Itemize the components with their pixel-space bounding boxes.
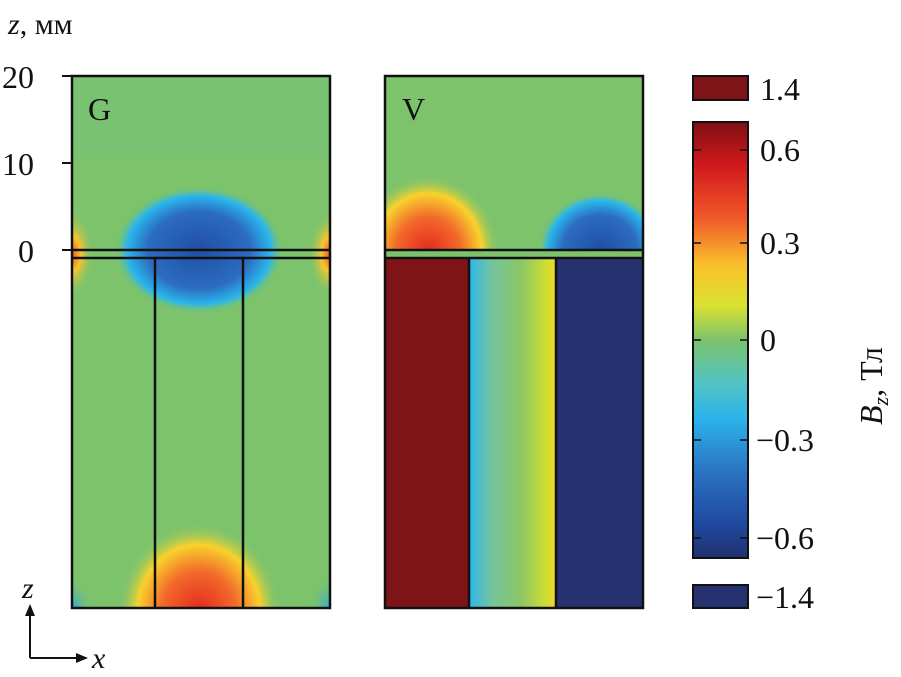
arrow-up-icon (25, 604, 35, 616)
colorbar-tick-label: −0.3 (756, 422, 814, 458)
axes-indicator: z x (21, 572, 106, 675)
panel-label-g: G (88, 91, 111, 127)
y-axis-label: z, мм (7, 8, 73, 41)
magnet-down (556, 258, 643, 608)
axis-indicator-z: z (21, 572, 34, 605)
colorbar-high-label: 1.4 (760, 71, 800, 107)
colorbar-gradient (692, 121, 749, 559)
arrow-right-icon (76, 653, 88, 663)
colorbar-low-swatch (692, 584, 749, 609)
panel-v (385, 76, 643, 608)
colorbar-label: Bz, Тл (853, 347, 893, 425)
magnet-up (385, 258, 469, 608)
field-positive-region (385, 174, 500, 250)
colorbar-tick-label: 0.3 (760, 225, 800, 261)
panel-g (72, 76, 330, 608)
field-negative-region (538, 192, 643, 250)
colorbar-tick-label: 0 (760, 322, 776, 358)
colorbar-high-swatch (692, 75, 749, 101)
y-tick-label: 10 (2, 146, 34, 182)
colorbar-low-label: −1.4 (756, 579, 814, 615)
panel-label-v: V (402, 91, 425, 127)
colorbar: 1.4 0.6 0.3 0 −0.3 −0.6 −1.4 Bz, Тл (692, 71, 893, 615)
y-tick-label: 0 (18, 233, 34, 269)
colorbar-tick-label: 0.6 (760, 132, 800, 168)
y-tick-label: 20 (2, 59, 34, 95)
y-ticks: 20 10 0 (2, 59, 72, 269)
colorbar-tick-label: −0.6 (756, 520, 814, 556)
axis-indicator-x: x (91, 642, 106, 675)
field-positive-region (117, 522, 281, 608)
